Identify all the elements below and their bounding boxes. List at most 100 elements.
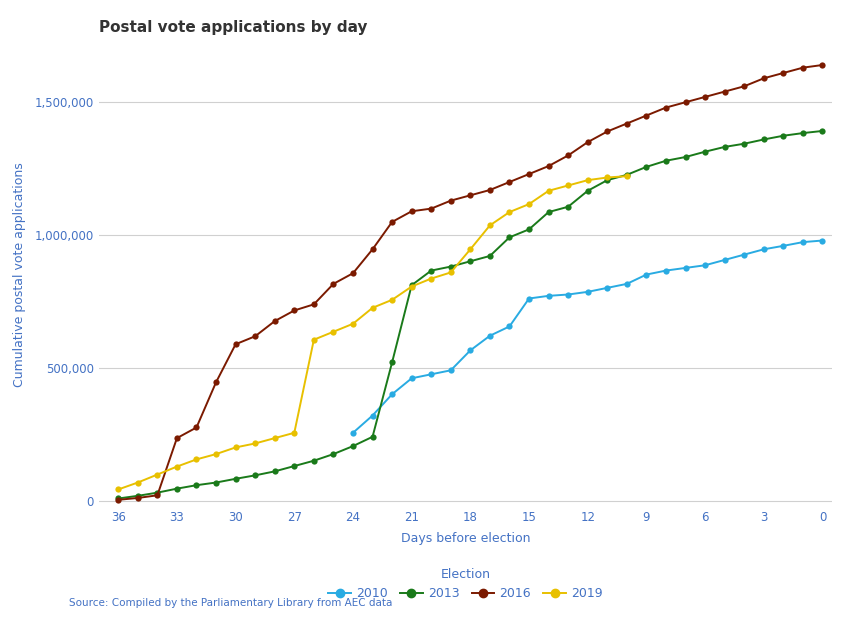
2019 (329, 328, 339, 336)
2016 (152, 492, 162, 499)
2016 (602, 128, 613, 135)
2013 (524, 226, 535, 233)
2013 (602, 176, 613, 184)
2013 (465, 257, 475, 265)
2010 (641, 271, 651, 278)
2010 (700, 262, 710, 269)
2013 (680, 153, 691, 160)
2013 (191, 481, 202, 489)
2019 (172, 463, 182, 470)
2010 (445, 366, 456, 374)
2016 (622, 120, 632, 127)
2013 (387, 358, 397, 366)
2019 (485, 222, 495, 229)
2016 (758, 75, 769, 82)
2019 (152, 471, 162, 478)
2013 (563, 203, 573, 210)
2010 (818, 237, 828, 244)
2016 (524, 170, 535, 178)
2013 (347, 442, 358, 450)
2010 (505, 323, 515, 330)
2010 (622, 280, 632, 288)
2016 (133, 494, 143, 502)
2016 (231, 341, 241, 348)
2013 (758, 136, 769, 143)
2019 (524, 201, 535, 208)
2019 (231, 444, 241, 451)
2013 (739, 140, 749, 147)
2016 (329, 280, 339, 288)
2013 (329, 450, 339, 458)
2019 (367, 304, 378, 312)
2016 (680, 99, 691, 106)
2016 (543, 162, 553, 170)
2013 (269, 468, 280, 475)
2013 (367, 433, 378, 441)
2016 (720, 88, 730, 95)
2016 (563, 152, 573, 159)
2019 (191, 456, 202, 463)
2013 (818, 127, 828, 135)
2019 (445, 269, 456, 276)
2016 (387, 218, 397, 226)
2016 (778, 69, 789, 77)
2019 (622, 173, 632, 180)
2016 (485, 186, 495, 194)
Line: 2016: 2016 (115, 62, 825, 503)
2013 (172, 485, 182, 492)
2013 (641, 163, 651, 170)
2013 (798, 130, 808, 137)
2013 (778, 132, 789, 139)
2016 (113, 496, 124, 503)
2013 (485, 252, 495, 260)
2013 (289, 462, 299, 470)
2010 (426, 371, 437, 378)
2010 (563, 291, 573, 298)
2019 (543, 187, 553, 194)
2019 (583, 176, 593, 184)
2016 (700, 93, 710, 101)
2010 (387, 391, 397, 398)
2013 (133, 492, 143, 500)
Legend: 2010, 2013, 2016, 2019: 2010, 2013, 2016, 2019 (323, 563, 607, 605)
2019 (563, 182, 573, 189)
2010 (524, 295, 535, 302)
2016 (426, 205, 437, 212)
2019 (289, 429, 299, 436)
Line: 2010: 2010 (350, 238, 825, 436)
2013 (700, 148, 710, 155)
2010 (758, 246, 769, 253)
2016 (505, 178, 515, 186)
2013 (211, 479, 221, 486)
2010 (465, 347, 475, 354)
Line: 2013: 2013 (115, 128, 825, 502)
2010 (739, 251, 749, 259)
2019 (505, 209, 515, 216)
2019 (465, 246, 475, 253)
2013 (426, 267, 437, 275)
2019 (407, 283, 417, 290)
2016 (798, 64, 808, 72)
2016 (407, 207, 417, 215)
2019 (602, 174, 613, 181)
2013 (445, 263, 456, 270)
2019 (426, 275, 437, 282)
2013 (407, 281, 417, 289)
2016 (367, 246, 378, 253)
2019 (387, 296, 397, 304)
2013 (231, 475, 241, 482)
2010 (407, 375, 417, 382)
2013 (661, 157, 671, 165)
2013 (622, 171, 632, 178)
2013 (543, 209, 553, 216)
2016 (211, 379, 221, 386)
2010 (583, 288, 593, 296)
2010 (602, 284, 613, 292)
2010 (347, 429, 358, 436)
2016 (661, 104, 671, 111)
2013 (113, 495, 124, 502)
2010 (543, 292, 553, 299)
Text: Source: Compiled by the Parliamentary Library from AEC data: Source: Compiled by the Parliamentary Li… (69, 598, 392, 608)
2010 (720, 256, 730, 263)
2019 (309, 336, 319, 344)
